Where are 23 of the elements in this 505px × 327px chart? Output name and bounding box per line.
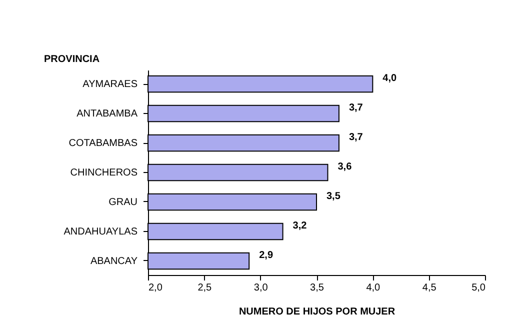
x-axis-title: NUMERO DE HIJOS POR MUJER (238, 306, 396, 318)
x-tick-label: 3,0 (254, 282, 268, 294)
data-label: 3,7 (348, 132, 364, 144)
data-label: 4,0 (382, 73, 398, 84)
x-tick-label: 5,0 (472, 282, 486, 294)
data-label: 3,5 (326, 190, 341, 202)
y-tick-label: COTABAMBAS (68, 138, 138, 150)
x-tick-label: 2,5 (198, 282, 212, 294)
data-label: 3,7 (348, 102, 364, 114)
x-tick-label: 2,0 (148, 282, 163, 294)
y-tick-label: ANTABAMBA (76, 108, 138, 120)
x-tick-label: 3,5 (310, 282, 324, 294)
y-tick-label: ANDAHUAYLAS (64, 226, 138, 238)
x-tick-label: 4,0 (366, 282, 381, 294)
data-label: 2,9 (259, 250, 274, 261)
y-tick-label: ABANCAY (90, 256, 138, 267)
data-label: 3,6 (338, 162, 352, 172)
data-label: 3,2 (292, 220, 308, 232)
y-tick-label: CHINCHEROS (70, 168, 138, 178)
text: PROVINCIA (44, 54, 100, 65)
y-tick-label: AYMARAES (82, 79, 138, 90)
x-tick-label: 4,5 (422, 282, 437, 294)
y-tick-label: GRAU (108, 196, 138, 208)
